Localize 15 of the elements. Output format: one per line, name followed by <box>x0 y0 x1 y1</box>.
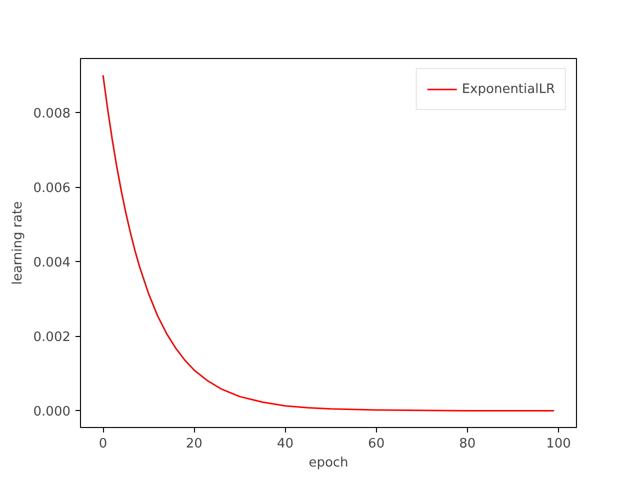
x-axis-title: epoch <box>308 456 348 470</box>
y-tick-label: 0.002 <box>33 330 70 346</box>
x-tick-label: 60 <box>368 436 385 452</box>
y-tick-label: 0.006 <box>33 181 70 196</box>
legend-label: ExponentialLR <box>462 82 555 96</box>
x-tick-label: 80 <box>459 436 476 452</box>
y-tick-label: 0.008 <box>33 106 70 122</box>
x-tick-label: 20 <box>186 436 202 452</box>
x-tick-label: 0 <box>98 436 108 452</box>
y-tick-label: 0.000 <box>33 404 70 420</box>
x-tick-label: 40 <box>276 436 294 452</box>
line-series <box>102 74 555 412</box>
y-axis-title: learning rate <box>10 201 26 285</box>
x-tick-label: 100 <box>546 436 571 452</box>
y-tick-label: 0.004 <box>33 256 70 271</box>
